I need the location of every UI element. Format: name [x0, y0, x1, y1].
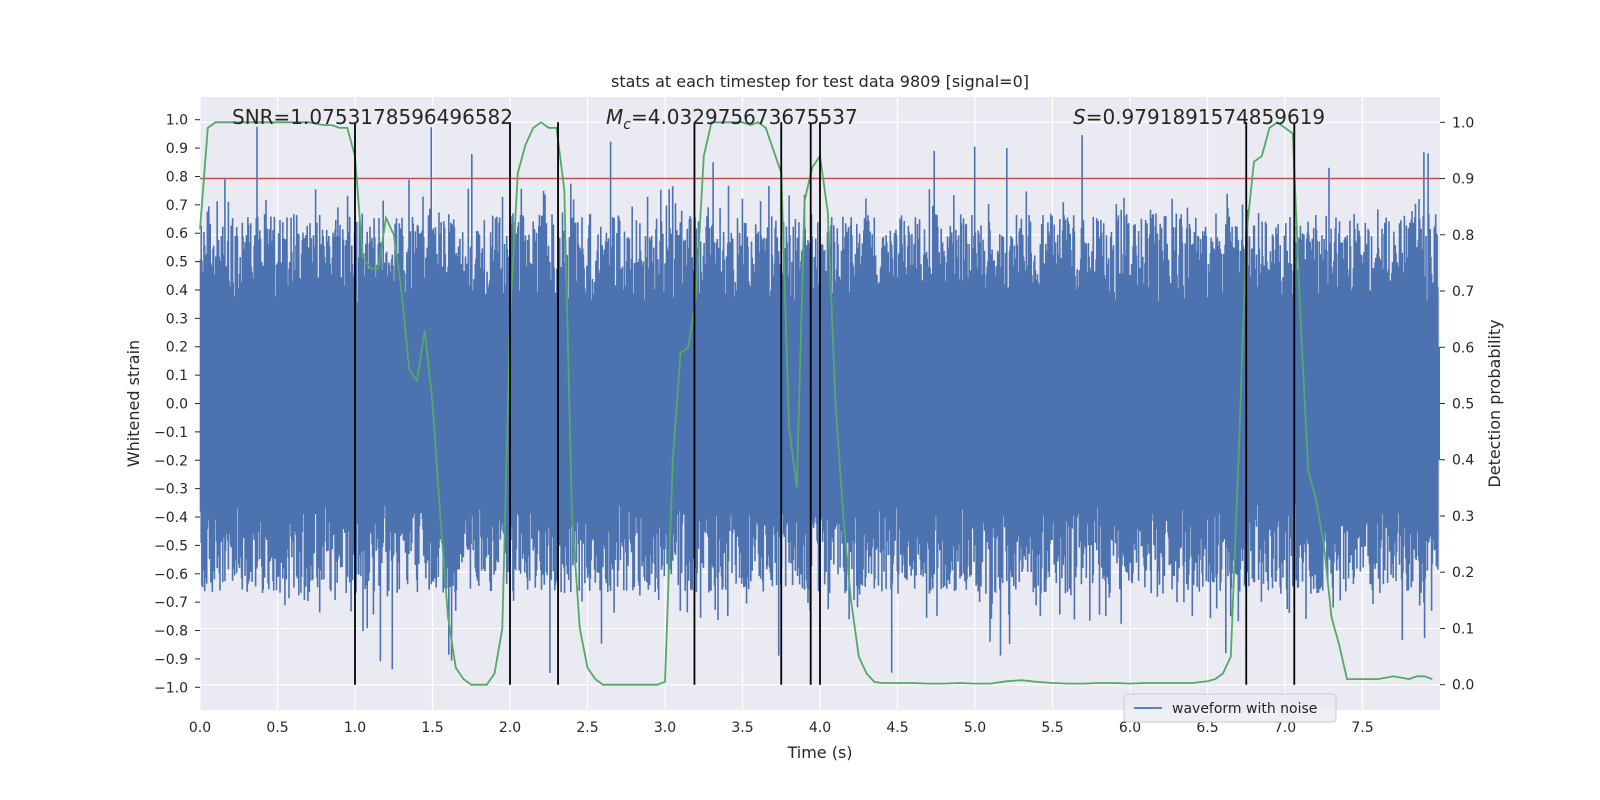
y-tick-label: 0.6 [166, 226, 188, 242]
snr-annotation: SNR=1.0753178596496582 [232, 105, 513, 129]
chart-title: stats at each timestep for test data 980… [611, 72, 1029, 91]
chirp-mass-symbol: M [606, 105, 623, 129]
y-tick-label: 1.0 [166, 113, 188, 129]
x-tick-label: 6.5 [1196, 720, 1218, 736]
y2-tick-label: 0.3 [1452, 509, 1474, 525]
y-tick-label: 0.8 [166, 169, 188, 185]
y-axis-ticks: 1.0 0.9 0.8 0.7 0.6 0.5 0.4 0.3 0.2 0.1 0.0 −0.1 −0.… [154, 113, 200, 696]
x-tick-label: 3.0 [654, 720, 676, 736]
y2-tick-label: 1.0 [1452, 115, 1474, 131]
y2-tick-label: 0.2 [1452, 565, 1474, 581]
y-tick-label: −1.0 [154, 680, 188, 696]
vertical-markers [354, 122, 1296, 685]
y2-tick-label: 0.9 [1452, 172, 1474, 188]
x-tick-label: 6.0 [1119, 720, 1141, 736]
waveform-line [199, 126, 1439, 673]
chirp-mass-subscript: c [623, 117, 631, 133]
y2-axis-ticks: 1.0 0.9 0.8 0.7 0.6 0.5 0.4 0.3 0.2 0.1 0.0 [1440, 115, 1474, 694]
y-tick-label: −0.9 [154, 652, 188, 668]
y2-tick-label: 0.8 [1452, 228, 1474, 244]
y2-tick-label: 0.7 [1452, 284, 1474, 300]
legend: waveform with noise [1123, 693, 1337, 723]
x-tick-label: 0.0 [189, 720, 211, 736]
x-tick-label: 3.5 [731, 720, 753, 736]
y2-tick-label: 0.4 [1452, 453, 1474, 469]
y-tick-label: −0.1 [154, 425, 188, 441]
legend-box [1123, 693, 1337, 723]
probability-series [199, 121, 1433, 686]
x-tick-label: 1.5 [421, 720, 443, 736]
y-tick-label: 0.7 [166, 198, 188, 214]
y-tick-label: 0.5 [166, 255, 188, 271]
y-tick-label: 0.4 [166, 283, 188, 299]
x-tick-label: 5.0 [964, 720, 986, 736]
y-tick-label: 0.1 [166, 368, 188, 384]
y-tick-label: 0.2 [166, 340, 188, 356]
y-tick-label: 0.3 [166, 311, 188, 327]
y-axis-label: Whitened strain [124, 340, 143, 467]
y-tick-label: 0.9 [166, 141, 188, 157]
y2-tick-label: 0.6 [1452, 340, 1474, 356]
s-statistic-value: =0.9791891574859619 [1086, 105, 1325, 129]
x-tick-label: 4.0 [809, 720, 831, 736]
y-tick-label: −0.2 [154, 453, 188, 469]
chirp-mass-annotation: Mc=4.032975673675537 [606, 105, 858, 133]
s-statistic-annotation: S=0.9791891574859619 [1073, 105, 1325, 129]
x-tick-label: 2.5 [576, 720, 598, 736]
x-tick-label: 5.5 [1041, 720, 1063, 736]
x-tick-label: 7.5 [1351, 720, 1373, 736]
x-tick-label: 2.0 [499, 720, 521, 736]
chirp-mass-value: =4.032975673675537 [631, 105, 858, 129]
y2-tick-label: 0.5 [1452, 397, 1474, 413]
y-tick-label: −0.8 [154, 624, 188, 640]
x-axis-label: Time (s) [786, 743, 852, 762]
x-tick-label: 4.5 [886, 720, 908, 736]
y-tick-label: 0.0 [166, 397, 188, 413]
legend-label-waveform: waveform with noise [1172, 701, 1317, 717]
y2-axis-label: Detection probability [1485, 319, 1504, 487]
probability-line [199, 121, 1433, 686]
x-tick-label: 0.5 [266, 720, 288, 736]
s-statistic-symbol: S [1073, 105, 1086, 129]
y2-tick-label: 0.1 [1452, 621, 1474, 637]
y-tick-label: −0.7 [154, 595, 188, 611]
y-tick-label: −0.6 [154, 567, 188, 583]
y-tick-label: −0.5 [154, 538, 188, 554]
y-tick-label: −0.4 [154, 510, 188, 526]
x-axis-ticks: 0.0 0.5 1.0 1.5 2.0 2.5 3.0 3.5 4.0 4.5 5.0 5.5 6.0 6… [189, 720, 1374, 736]
y2-tick-label: 0.0 [1452, 678, 1474, 694]
x-tick-label: 1.0 [344, 720, 366, 736]
y-tick-label: −0.3 [154, 482, 188, 498]
x-tick-label: 7.0 [1274, 720, 1296, 736]
